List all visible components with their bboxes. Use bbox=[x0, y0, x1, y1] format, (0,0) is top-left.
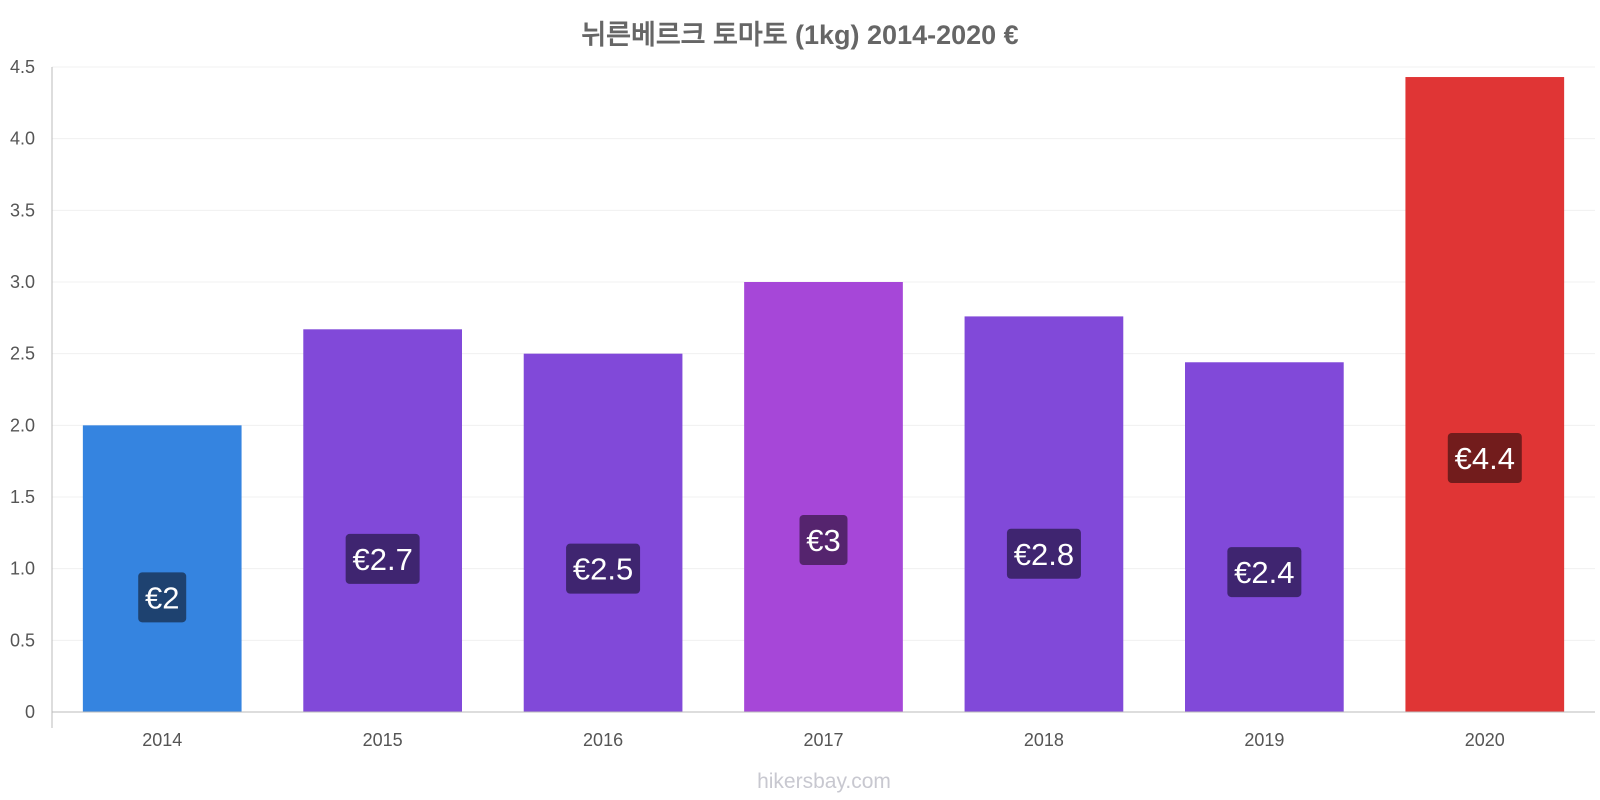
y-tick-label: 2.0 bbox=[10, 415, 35, 435]
y-tick-label: 0 bbox=[25, 702, 35, 722]
y-tick-label: 3.5 bbox=[10, 200, 35, 220]
y-axis-ticks: 0 0.5 1.0 1.5 2.0 2.5 3.0 3.5 4.0 4.5 bbox=[10, 57, 35, 722]
watermark: hikersbay.com bbox=[757, 770, 891, 793]
bar bbox=[82, 425, 242, 712]
y-tick-label: 4.5 bbox=[10, 57, 35, 77]
data-label-badge bbox=[566, 543, 641, 594]
bar bbox=[303, 329, 462, 712]
data-label: €2.7 bbox=[352, 542, 412, 577]
data-label-badge bbox=[1006, 528, 1081, 579]
x-tick-label: 2019 bbox=[1244, 730, 1284, 750]
bar bbox=[964, 316, 1124, 712]
data-label-badge bbox=[1447, 433, 1522, 484]
data-label: €2.5 bbox=[573, 552, 633, 587]
x-tick-label: 2017 bbox=[803, 730, 843, 750]
x-tick-label: 2018 bbox=[1024, 730, 1064, 750]
data-label-badge bbox=[1227, 547, 1302, 598]
y-tick-label: 3.0 bbox=[10, 272, 35, 292]
x-tick-label: 2015 bbox=[363, 730, 403, 750]
x-tick-label: 2014 bbox=[142, 730, 182, 750]
data-label-badge bbox=[799, 515, 848, 565]
data-label: €3 bbox=[806, 523, 840, 558]
bar bbox=[744, 282, 903, 712]
axes bbox=[51, 67, 1595, 728]
data-labels: €2 €2.7 €2.5 €3 €2.8 €2.4 €4.4 bbox=[138, 433, 1522, 623]
x-axis-ticks: 2014 2015 2016 2017 2018 2019 2020 bbox=[142, 730, 1505, 750]
y-tick-label: 2.5 bbox=[10, 344, 35, 364]
data-label: €2.4 bbox=[1234, 555, 1294, 590]
bar bbox=[1405, 77, 1565, 713]
data-label-badge bbox=[138, 572, 187, 623]
bar bbox=[1185, 362, 1344, 712]
chart-title: 뉘른베르크 토마토 (1kg) 2014-2020 € bbox=[581, 20, 1018, 50]
data-label-badge bbox=[345, 533, 420, 584]
bars bbox=[82, 77, 1565, 713]
y-tick-label: 4.0 bbox=[10, 129, 35, 149]
x-tick-label: 2020 bbox=[1465, 730, 1505, 750]
x-tick-label: 2016 bbox=[583, 730, 623, 750]
data-label: €4.4 bbox=[1455, 441, 1515, 476]
data-label: €2 bbox=[145, 580, 179, 615]
data-label: €2.8 bbox=[1014, 537, 1074, 572]
y-tick-label: 0.5 bbox=[10, 630, 35, 650]
y-tick-label: 1.0 bbox=[10, 559, 35, 579]
bar bbox=[523, 353, 683, 712]
y-tick-label: 1.5 bbox=[10, 487, 35, 507]
